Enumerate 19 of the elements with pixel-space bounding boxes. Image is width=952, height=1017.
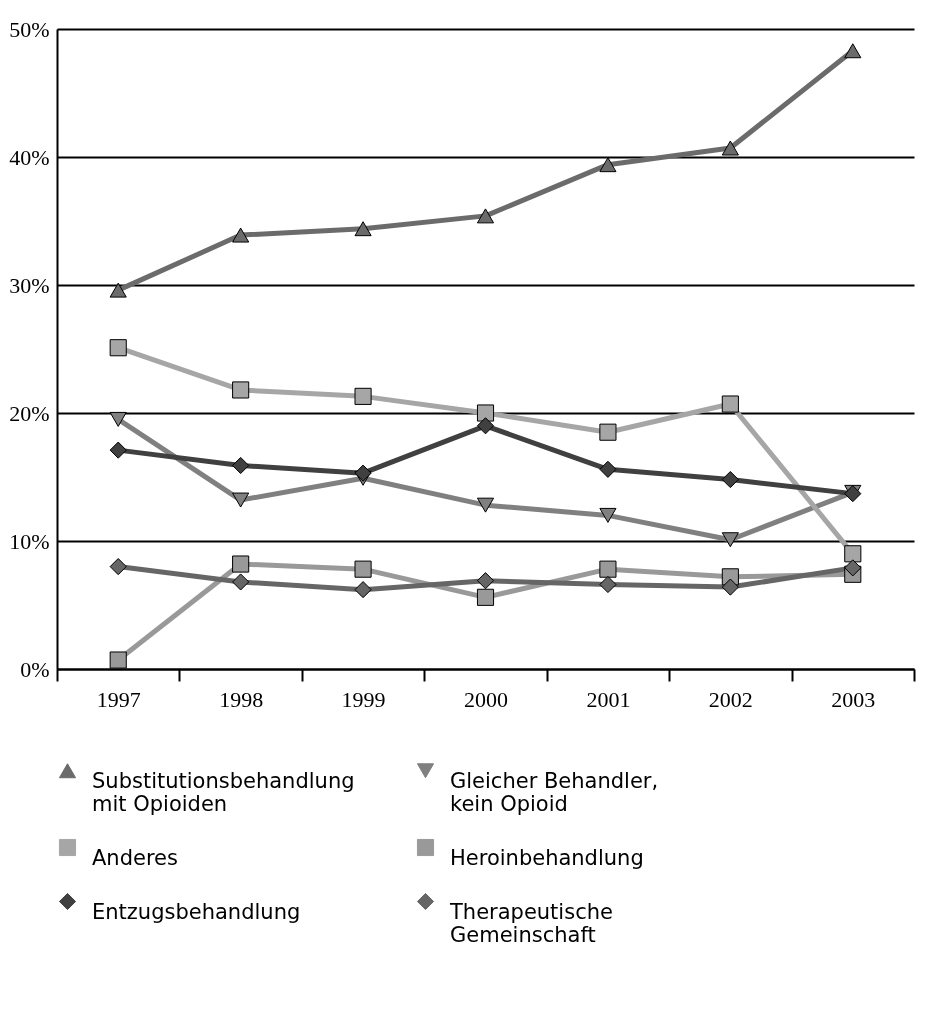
legend-label: Entzugsbehandlung xyxy=(92,899,301,924)
x-tick-label: 1998 xyxy=(219,686,264,712)
x-tick-label: 2000 xyxy=(464,686,508,712)
legend-label: Anderes xyxy=(92,845,178,870)
x-tick-label: 2001 xyxy=(586,686,631,712)
legend-label: Substitutionsbehandlung mit Opioiden xyxy=(92,768,355,816)
legend-label: Heroinbehandlung xyxy=(450,845,644,870)
x-tick-label: 2003 xyxy=(831,686,876,712)
x-tick-label: 2002 xyxy=(708,686,753,712)
y-tick-label: 10% xyxy=(9,528,50,554)
y-tick-label: 20% xyxy=(9,400,50,426)
x-tick-label: 1997 xyxy=(96,686,141,712)
y-tick-label: 50% xyxy=(9,16,50,42)
legend-label: Gleicher Behandler, kein Opioid xyxy=(450,768,659,816)
y-tick-label: 40% xyxy=(9,144,50,170)
x-tick-label: 1999 xyxy=(341,686,386,712)
y-tick-label: 30% xyxy=(9,272,50,298)
legend-label: Therapeutische Gemeinschaft xyxy=(449,899,613,947)
y-tick-label: 0% xyxy=(20,656,50,682)
